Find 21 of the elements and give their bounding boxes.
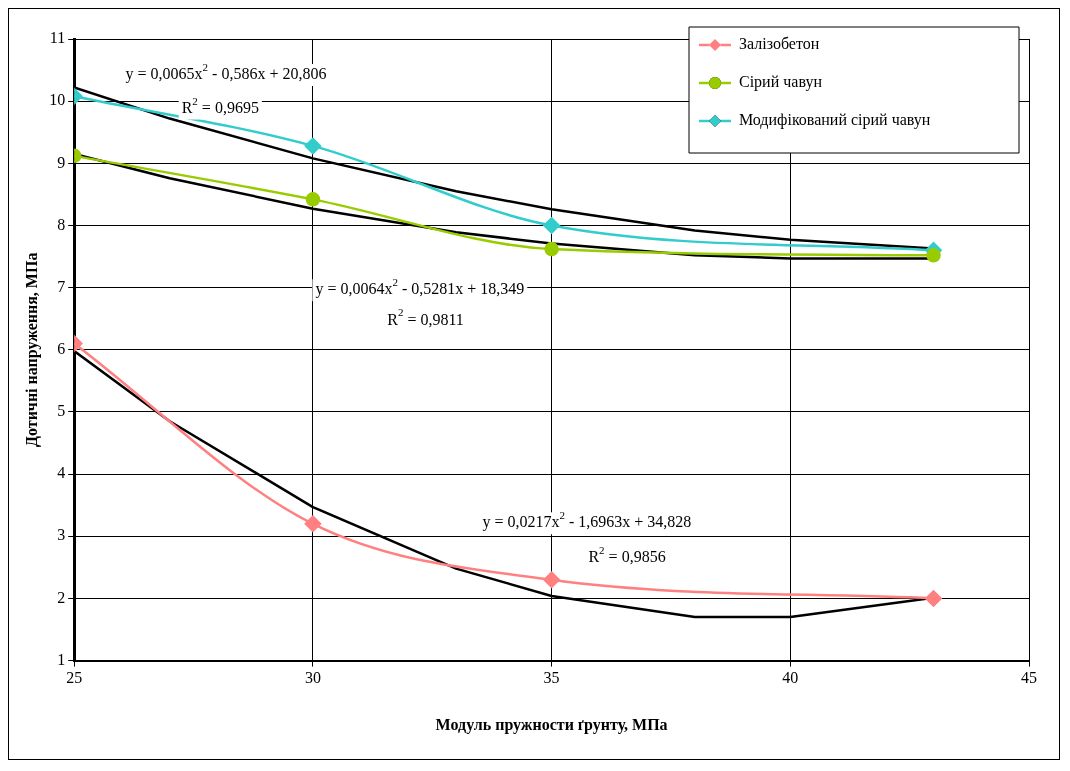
y-tick-label: 6 bbox=[57, 340, 66, 357]
x-tick-label: 30 bbox=[304, 669, 321, 687]
y-tick-label: 4 bbox=[57, 464, 66, 482]
y-axis-title: Дотичні напруження, МПа bbox=[22, 252, 41, 447]
x-tick-label: 35 bbox=[543, 669, 560, 687]
legend-label: Модифікований сірий чавун bbox=[739, 111, 931, 130]
y-tick-label: 5 bbox=[57, 402, 66, 420]
y-tick-label: 2 bbox=[57, 588, 66, 606]
y-tick-label: 3 bbox=[57, 526, 66, 544]
y-tick-label: 1 bbox=[57, 650, 66, 668]
y-tick-label: 11 bbox=[49, 29, 66, 47]
y-tick-label: 7 bbox=[57, 277, 66, 295]
legend-label: Залізобетон bbox=[739, 35, 820, 53]
x-tick-label: 25 bbox=[66, 669, 83, 687]
legend-label: Сірий чавун bbox=[739, 73, 823, 92]
y-tick-label: 10 bbox=[49, 91, 66, 109]
y-tick-label: 8 bbox=[57, 215, 66, 233]
x-tick-label: 40 bbox=[782, 669, 799, 687]
x-axis-title: Модуль пружности ґрунту, МПа bbox=[435, 715, 668, 734]
x-tick-label: 45 bbox=[1021, 669, 1037, 687]
y-tick-label: 9 bbox=[57, 153, 66, 171]
